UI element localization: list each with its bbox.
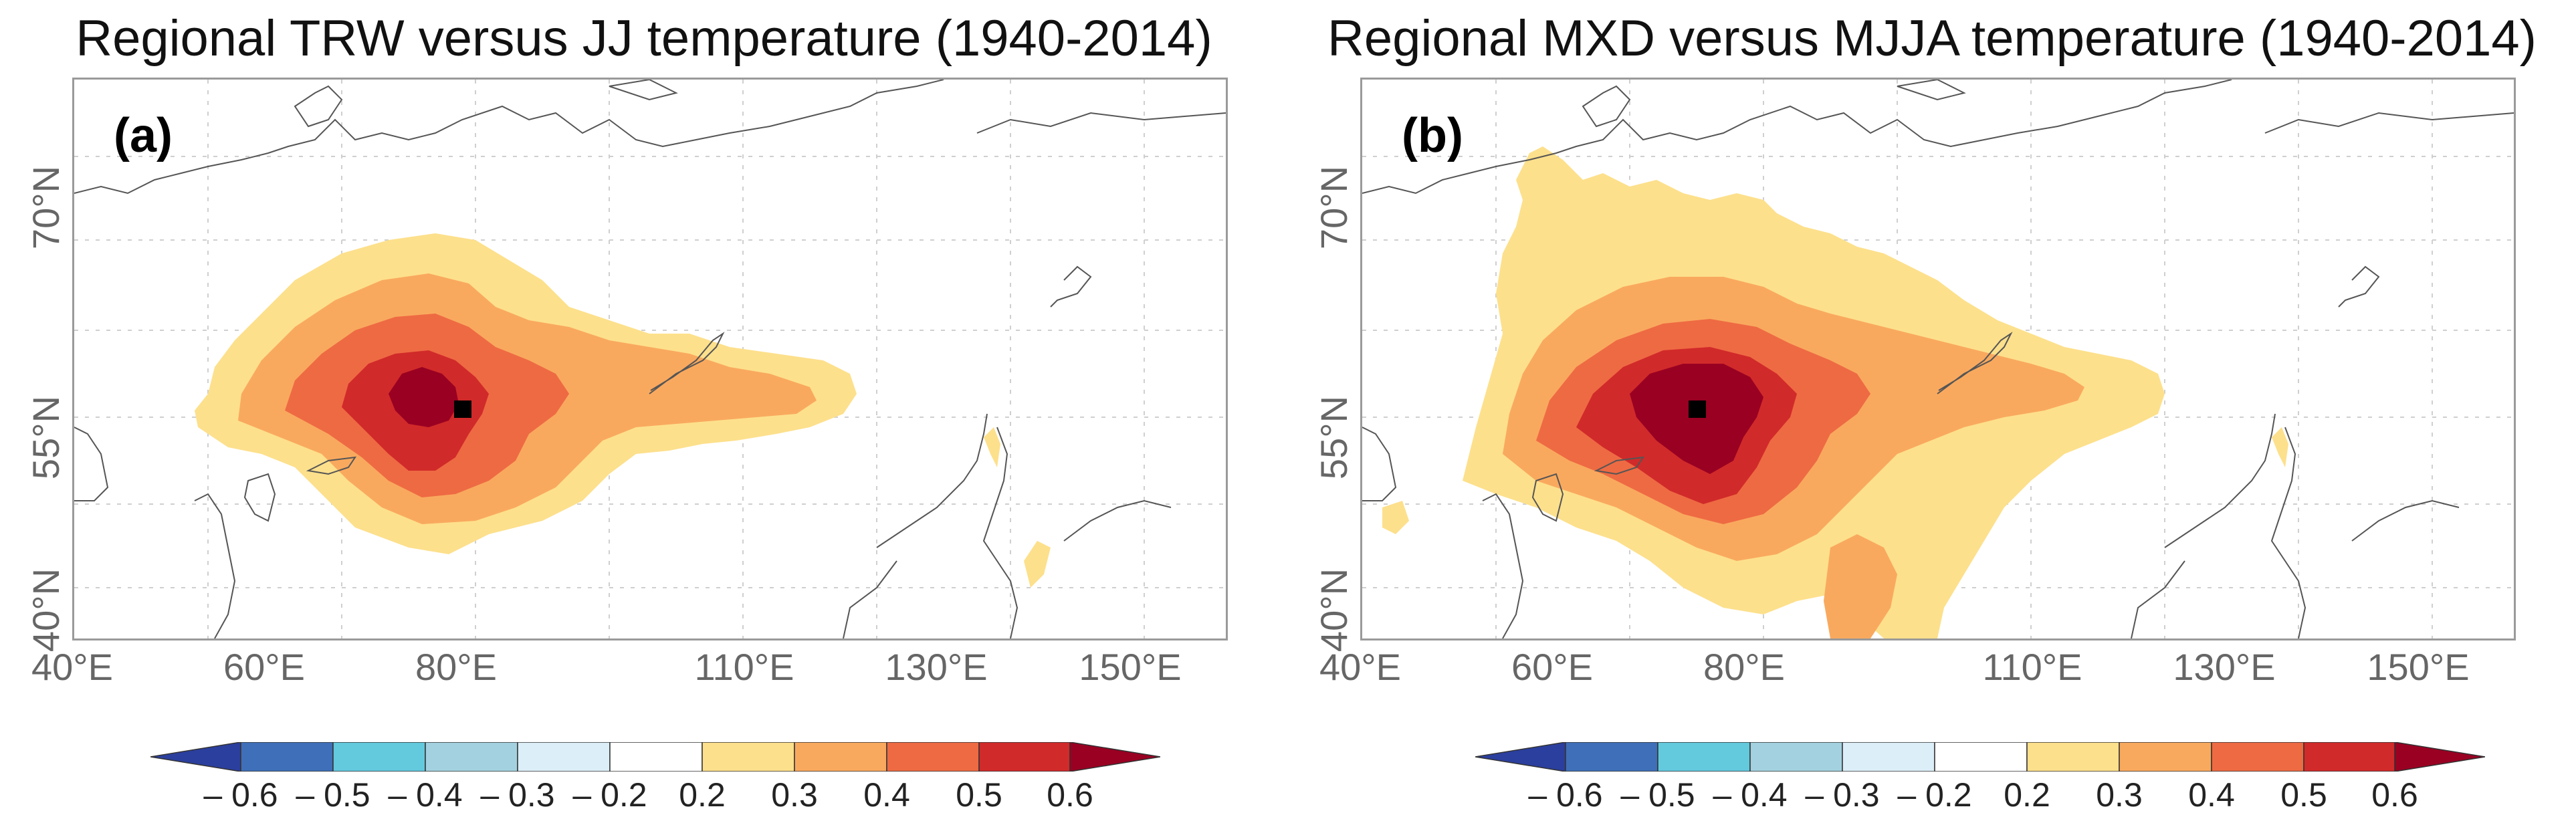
y-tick: 55°N <box>25 395 68 480</box>
x-tick: 80°E <box>1703 646 1786 688</box>
x-tick: 130°E <box>2173 646 2276 688</box>
colorbar-label: 0.2 <box>679 776 726 814</box>
x-tick: 60°E <box>223 646 306 688</box>
colorbar-label: 0.6 <box>2371 776 2418 814</box>
x-tick: 40°E <box>31 646 114 688</box>
colorbar <box>150 742 1160 772</box>
colorbar-label: 0.3 <box>2096 776 2143 814</box>
panel-title: Regional MXD versus MJJA temperature (19… <box>1327 10 2537 67</box>
x-tick: 60°E <box>1511 646 1594 688</box>
x-tick: 40°E <box>1319 646 1402 688</box>
colorbar-label: – 0.6 <box>203 776 278 814</box>
colorbar-label: – 0.5 <box>1620 776 1695 814</box>
x-tick: 130°E <box>885 646 988 688</box>
colorbar-label: – 0.3 <box>1805 776 1880 814</box>
colorbar-label: – 0.6 <box>1528 776 1603 814</box>
map-panel-a[interactable] <box>72 78 1228 640</box>
colorbar-label: 0.5 <box>956 776 1002 814</box>
panel-label: (b) <box>1402 109 1463 162</box>
x-tick: 110°E <box>1982 646 2082 688</box>
panel-b: Regional MXD versus MJJA temperature (19… <box>1288 0 2576 819</box>
y-tick: 55°N <box>1313 395 1356 480</box>
site-marker <box>454 400 471 418</box>
colorbar-label: 0.2 <box>2004 776 2050 814</box>
colorbar-label: 0.5 <box>2280 776 2327 814</box>
colorbar <box>1475 742 2485 772</box>
x-tick: 80°E <box>415 646 498 688</box>
colorbar-label: 0.4 <box>2188 776 2235 814</box>
panel-a: Regional TRW versus JJ temperature (1940… <box>25 10 1228 814</box>
colorbar-label: 0.4 <box>863 776 910 814</box>
y-tick: 70°N <box>25 165 68 250</box>
colorbar-label: – 0.2 <box>572 776 647 814</box>
correlation-field <box>195 233 1051 588</box>
y-tick: 40°N <box>1313 568 1356 653</box>
map-panel-b[interactable] <box>1360 78 2516 640</box>
colorbar-label: – 0.2 <box>1897 776 1972 814</box>
panel-label: (a) <box>114 109 173 162</box>
coastlines <box>74 80 1226 638</box>
map-canvas-a <box>74 80 1226 638</box>
colorbar-label: – 0.5 <box>296 776 370 814</box>
y-tick: 40°N <box>25 568 68 653</box>
colorbar-label: 0.3 <box>771 776 818 814</box>
map-canvas-b <box>1362 80 2514 638</box>
colorbar-label: – 0.4 <box>388 776 463 814</box>
correlation-field <box>1382 146 2288 638</box>
colorbar-label: 0.6 <box>1047 776 1093 814</box>
colorbar-label: – 0.3 <box>480 776 555 814</box>
colorbar-label: – 0.4 <box>1713 776 1788 814</box>
x-tick: 150°E <box>2367 646 2470 688</box>
y-tick: 70°N <box>1313 165 1356 250</box>
x-tick: 150°E <box>1079 646 1182 688</box>
x-tick: 110°E <box>694 646 794 688</box>
panel-title: Regional TRW versus JJ temperature (1940… <box>76 10 1212 67</box>
site-marker <box>1689 400 1706 418</box>
coastlines <box>1362 80 2514 638</box>
